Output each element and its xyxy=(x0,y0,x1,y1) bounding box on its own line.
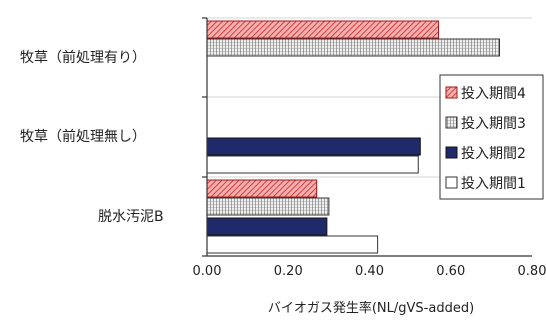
axes xyxy=(202,17,532,257)
bar-series4-cat0 xyxy=(206,20,440,39)
category-labels: 牧草（前処理有り） 牧草（前処理無し） 脱水汚泥B xyxy=(20,49,164,225)
category-label-2: 脱水汚泥B xyxy=(98,209,164,225)
x-tick-label-0: 0.00 xyxy=(193,264,222,279)
legend: 投入期間4 投入期間3 投入期間2 投入期間1 xyxy=(439,74,544,200)
bar-series3-cat2 xyxy=(206,197,330,216)
x-axis-title: バイオガス発生率(NL/gVS-added) xyxy=(268,300,474,316)
bar-series2-cat2 xyxy=(206,217,328,236)
bar-series2-cat1 xyxy=(206,137,421,156)
legend-label-2: 投入期間2 xyxy=(461,146,526,162)
legend-label-3: 投入期間3 xyxy=(461,116,526,132)
x-tick-label-4: 0.80 xyxy=(518,264,546,279)
bar-series1-cat2 xyxy=(206,235,379,254)
x-tick-label-2: 0.40 xyxy=(355,264,384,279)
legend-swatch-3 xyxy=(445,116,458,129)
legend-swatch-4 xyxy=(445,86,458,99)
bar-series1-cat1 xyxy=(206,155,419,174)
legend-label-4: 投入期間4 xyxy=(461,86,526,102)
x-tick-label-1: 0.20 xyxy=(274,264,303,279)
legend-label-1: 投入期間1 xyxy=(461,176,526,192)
category-label-0: 牧草（前処理有り） xyxy=(20,49,146,66)
x-tick-labels: 0.00 0.20 0.40 0.60 0.80 xyxy=(193,264,546,279)
bar-series3-cat0 xyxy=(206,38,500,57)
bar-series4-cat2 xyxy=(206,179,318,198)
legend-swatch-1 xyxy=(445,176,458,189)
x-tick-label-3: 0.60 xyxy=(436,264,465,279)
legend-swatch-2 xyxy=(445,146,458,159)
category-label-1: 牧草（前処理無し） xyxy=(20,128,146,145)
